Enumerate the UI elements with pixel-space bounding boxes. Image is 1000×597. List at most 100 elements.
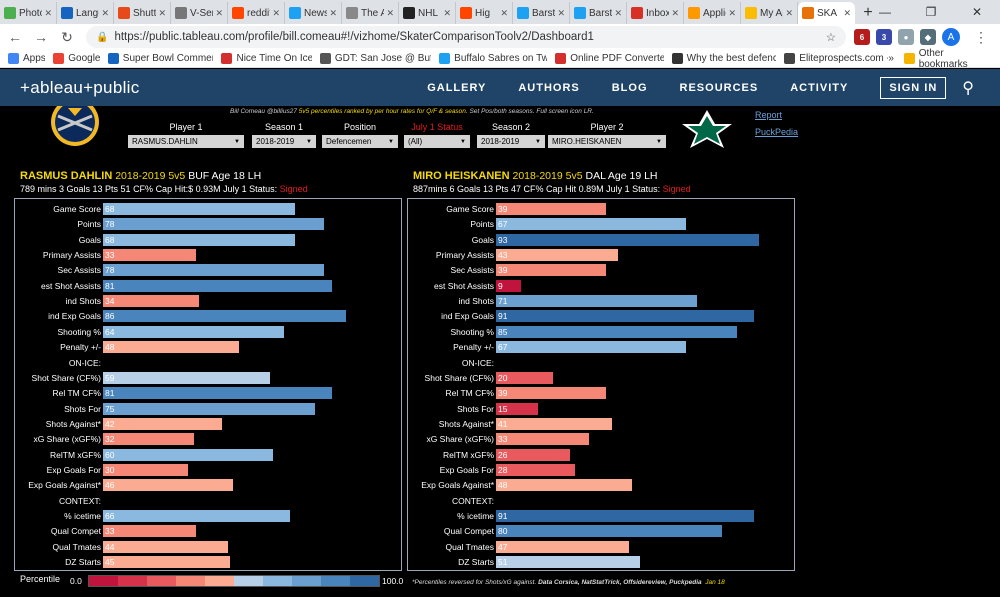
- percentile-bar[interactable]: [496, 264, 607, 277]
- percentile-bar[interactable]: [103, 448, 273, 461]
- percentile-bar[interactable]: [496, 463, 576, 476]
- nav-activity[interactable]: ACTIVITY: [790, 81, 849, 94]
- percentile-bar[interactable]: [496, 479, 632, 492]
- bookmark-item[interactable]: Apps: [8, 53, 45, 64]
- close-tab-icon[interactable]: ✕: [101, 7, 109, 18]
- percentile-bar[interactable]: [496, 341, 686, 354]
- browser-tab[interactable]: The Au✕: [342, 2, 399, 24]
- browser-tab[interactable]: News a✕: [285, 2, 342, 24]
- percentile-bar[interactable]: [496, 249, 618, 262]
- bookmark-item[interactable]: Google: [53, 53, 100, 64]
- extension-icon[interactable]: 6: [854, 29, 870, 45]
- minimize-icon[interactable]: —: [879, 5, 891, 19]
- percentile-bar[interactable]: [103, 525, 197, 538]
- filter-dropdown[interactable]: MIRO.HEISKANEN ▼: [548, 135, 666, 148]
- nav-gallery[interactable]: GALLERY: [427, 81, 487, 94]
- close-tab-icon[interactable]: ✕: [44, 7, 52, 18]
- percentile-bar[interactable]: [496, 325, 737, 338]
- close-tab-icon[interactable]: ✕: [728, 7, 736, 18]
- percentile-bar[interactable]: [103, 325, 285, 338]
- percentile-bar[interactable]: [103, 510, 290, 522]
- percentile-bar[interactable]: [103, 341, 239, 354]
- percentile-bar[interactable]: [103, 371, 270, 384]
- extension-icon[interactable]: 3: [876, 29, 892, 45]
- browser-tab[interactable]: Applica✕: [684, 2, 741, 24]
- percentile-bar[interactable]: [103, 295, 200, 308]
- percentile-bar[interactable]: [496, 310, 754, 323]
- percentile-bar[interactable]: [496, 218, 686, 231]
- profile-avatar[interactable]: A: [942, 28, 960, 46]
- other-bookmarks[interactable]: Other bookmarks: [918, 47, 968, 70]
- close-window-icon[interactable]: ✕: [971, 5, 983, 19]
- nav-blog[interactable]: BLOG: [611, 81, 648, 94]
- browser-tab[interactable]: Langua✕: [57, 2, 114, 24]
- percentile-bar[interactable]: [103, 264, 324, 277]
- nav-resources[interactable]: RESOURCES: [679, 81, 759, 94]
- close-tab-icon[interactable]: ✕: [785, 7, 793, 18]
- browser-tab[interactable]: Shutter✕: [114, 2, 171, 24]
- menu-icon[interactable]: ⋮: [974, 28, 988, 45]
- close-tab-icon[interactable]: ✕: [329, 7, 337, 18]
- percentile-bar[interactable]: [496, 556, 641, 569]
- browser-tab[interactable]: SKA ✕: [798, 2, 855, 24]
- percentile-bar[interactable]: [103, 479, 234, 492]
- bookmark-star-icon[interactable]: ☆: [825, 32, 836, 44]
- percentile-bar[interactable]: [496, 510, 754, 522]
- close-tab-icon[interactable]: ✕: [215, 7, 223, 18]
- address-bar[interactable]: 🔒 https://public.tableau.com/profile/bil…: [86, 26, 846, 48]
- percentile-bar[interactable]: [496, 279, 522, 292]
- percentile-bar[interactable]: [496, 402, 539, 415]
- percentile-bar[interactable]: [103, 249, 197, 262]
- percentile-bar[interactable]: [103, 218, 324, 231]
- percentile-bar[interactable]: [103, 279, 333, 292]
- bookmark-item[interactable]: GDT: San Jose @ Buf: [319, 53, 431, 64]
- search-icon[interactable]: ⚲: [962, 79, 974, 97]
- close-tab-icon[interactable]: ✕: [671, 7, 679, 18]
- filter-dropdown[interactable]: RASMUS.DAHLIN ▼: [128, 135, 244, 148]
- percentile-bar[interactable]: [103, 556, 231, 569]
- percentile-bar[interactable]: [103, 417, 222, 430]
- browser-tab[interactable]: NHL Ho✕: [399, 2, 456, 24]
- browser-tab[interactable]: V-Serie✕: [171, 2, 228, 24]
- percentile-bar[interactable]: [496, 433, 590, 446]
- browser-tab[interactable]: Hig ✕: [456, 2, 513, 24]
- bookmark-item[interactable]: Buffalo Sabres on Tw: [439, 53, 547, 64]
- close-tab-icon[interactable]: ✕: [272, 7, 280, 18]
- percentile-bar[interactable]: [496, 203, 607, 215]
- bookmark-item[interactable]: Nice Time On Ice: [221, 53, 312, 64]
- extension-icon[interactable]: ●: [898, 29, 914, 45]
- filter-dropdown[interactable]: 2018-2019 ▼: [252, 135, 316, 148]
- close-tab-icon[interactable]: ✕: [843, 7, 851, 18]
- percentile-bar[interactable]: [496, 540, 629, 553]
- bookmark-item[interactable]: Online PDF Converte: [555, 53, 664, 64]
- close-tab-icon[interactable]: ✕: [158, 7, 166, 18]
- percentile-bar[interactable]: [496, 525, 723, 538]
- percentile-bar[interactable]: [103, 433, 194, 446]
- nav-authors[interactable]: AUTHORS: [518, 81, 580, 94]
- extension-icon[interactable]: ◆: [920, 29, 936, 45]
- close-tab-icon[interactable]: ✕: [443, 7, 451, 18]
- close-tab-icon[interactable]: ✕: [500, 7, 508, 18]
- sign-in-button[interactable]: SIGN IN: [880, 76, 947, 99]
- bookmark-item[interactable]: Why the best defenc: [671, 53, 776, 64]
- browser-tab[interactable]: PhotoS✕: [0, 2, 57, 24]
- close-tab-icon[interactable]: ✕: [557, 7, 565, 18]
- percentile-bar[interactable]: [103, 540, 228, 553]
- tableau-public-logo[interactable]: +ableau+public: [20, 77, 140, 97]
- reload-icon[interactable]: ↻: [61, 28, 73, 45]
- percentile-bar[interactable]: [496, 387, 607, 400]
- percentile-bar[interactable]: [103, 387, 333, 400]
- maximize-icon[interactable]: ❐: [925, 5, 937, 19]
- close-tab-icon[interactable]: ✕: [386, 7, 394, 18]
- puckpedia-link[interactable]: PuckPedia: [755, 127, 799, 137]
- percentile-bar[interactable]: [496, 371, 553, 384]
- bookmarks-more-icon[interactable]: »: [888, 53, 894, 64]
- new-tab-button[interactable]: +: [863, 4, 873, 21]
- forward-icon[interactable]: →: [34, 29, 48, 45]
- browser-tab[interactable]: reddit:✕: [228, 2, 285, 24]
- percentile-bar[interactable]: [103, 310, 347, 323]
- percentile-bar[interactable]: [496, 448, 570, 461]
- filter-dropdown[interactable]: 2018-2019 ▼: [477, 135, 545, 148]
- percentile-bar[interactable]: [103, 402, 316, 415]
- back-icon[interactable]: ←: [8, 29, 22, 45]
